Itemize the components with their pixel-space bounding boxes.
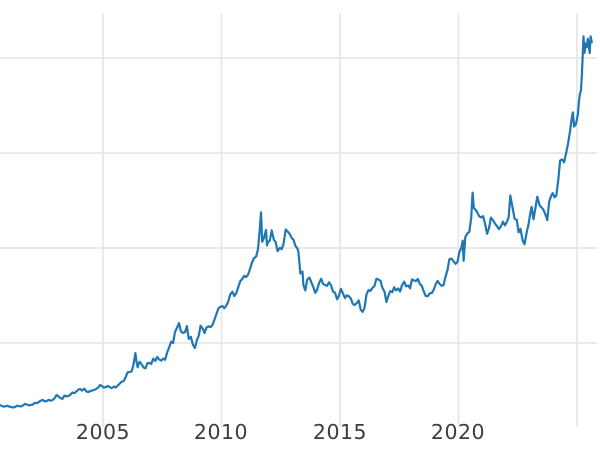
price-line	[0, 35, 593, 409]
